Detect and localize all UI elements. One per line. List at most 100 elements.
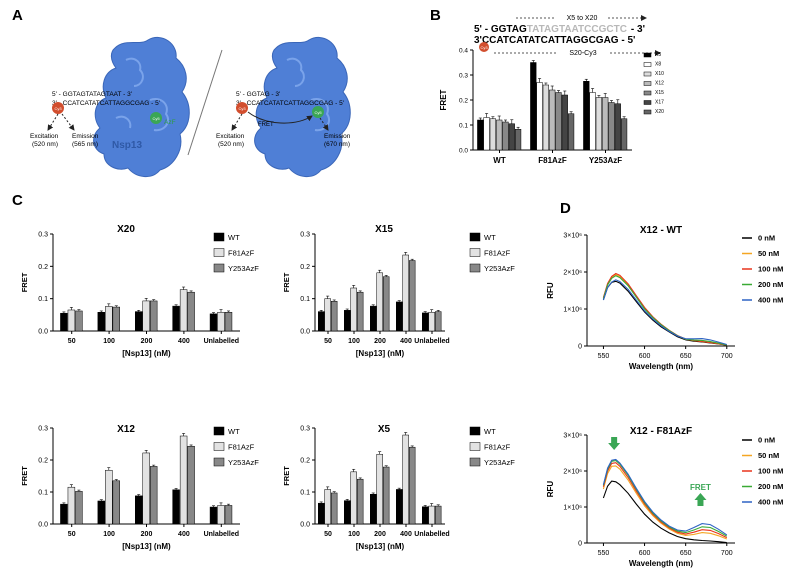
cy3-label-left: Cy3 [54,106,62,111]
y-tick-label: 0.0 [300,522,310,529]
series-line-50-nm [602,465,727,540]
chart-c-x5: X5 0.0 0.1 0.2 0.3 FRET 50 100 200 400 Unlabelled [… [282,424,515,551]
x-tick-label: F81AzF [538,156,567,165]
emission-right-label: Emission [324,133,351,140]
range-label: X5 to X20 [567,15,598,22]
x-tick-label: 650 [680,353,692,360]
series-line-100-nm [602,462,728,539]
legend-swatch-f81azf [213,442,225,451]
legend-label-50-nm: 50 nM [758,451,779,460]
legend-label-f81azf: F81AzF [484,443,511,452]
b-seq-top: 5' - GGTAGTATAGTAATCCGCTC - 3' [474,24,645,35]
legend-label-y253azf: Y253AzF [228,264,259,273]
down-arrow-icon [608,437,621,450]
bar-wt [422,312,429,332]
dna-duplex-left: 5' - GGTAGTATAGTAAT - 3' 3' - CCATCATATC… [52,91,160,107]
y-tick-label: 0.4 [459,48,468,55]
y-tick-label: 0.2 [38,458,48,465]
x-tick-label: Unlabelled [414,338,449,345]
left-seq-top: 5' - GGTAGTATAGTAAT - 3' [52,91,132,98]
bar-wt [422,506,429,525]
x-tick-label: 600 [639,550,651,557]
y-tick-label: 0.0 [459,148,468,155]
bar-wt [172,305,180,332]
x-axis-label: Wavelength (nm) [629,559,693,568]
legend-label-x15: X15 [655,90,664,96]
excitation-right-nm: (520 nm) [218,141,244,148]
legend-swatch-y253azf [469,457,481,467]
x-tick-label: 100 [103,338,115,345]
x-tick-label: 400 [400,338,412,345]
legend-label-0-nm: 0 nM [758,234,775,243]
fret-label: FRET [690,483,711,492]
y-tick-label: 0.2 [38,264,48,271]
y-axis-label: FRET [282,466,291,486]
series-line-400-nm [602,279,727,346]
bar-f81azf [324,489,331,525]
y-tick-label: 0.1 [300,490,310,497]
excitation-left-label: Excitation [30,133,59,140]
legend-label-f81azf: F81AzF [228,249,255,258]
bar-x5 [477,119,484,151]
chart-title: X12 - F81AzF [630,426,692,437]
bar-y253azf [331,492,338,525]
bar-f81azf [428,505,435,525]
bar-f81azf [376,272,383,332]
bar-y253azf [357,291,364,332]
legend-swatch-wt [213,232,225,242]
y-tick-label: 0.0 [300,329,310,336]
legend-swatch-x8 [643,62,652,67]
x-tick-label: 550 [598,550,610,557]
legend-swatch-f81azf [469,442,481,451]
bar-y253azf [383,276,390,332]
bar-y253azf [75,310,83,332]
legend-label-x20: X20 [655,109,664,115]
legend-label-x5: X5 [655,52,661,58]
x-tick-label: 400 [178,338,190,345]
fret-label-a: FRET [258,122,274,128]
excitation-arrow-left [47,113,59,131]
y-tick-label: 3×10⁶ [563,233,582,240]
y-tick-label: 0.0 [38,329,48,336]
y-tick-label: 3×10⁶ [563,433,582,440]
bar-x17 [508,123,515,151]
bar-x8 [483,117,490,151]
emission-right-nm: (670 nm) [324,141,350,148]
bar-f81azf [350,287,357,332]
bar-x5 [530,62,537,151]
x-tick-label: Unlabelled [204,531,239,538]
bar-y253azf [187,291,195,332]
bar-y253azf [150,300,158,332]
cy3-label-b: Cy3 [480,45,488,50]
bar-f81azf [324,298,331,332]
bar-f81azf [105,306,113,332]
bar-f81azf [428,311,435,332]
bar-wt [344,310,351,332]
bar-wt [318,502,325,525]
bar-y253azf [112,480,120,525]
bar-y253azf [409,446,416,525]
panel-c-letter: C [12,192,23,209]
bar-y253azf [331,301,338,332]
x-axis-label: [Nsp13] (nM) [356,542,405,551]
x-tick-label: Unlabelled [204,338,239,345]
series-line-0-nm [602,480,727,544]
x-tick-label: 650 [680,550,692,557]
legend-label-wt: WT [484,233,496,242]
y-tick-label: 0.2 [459,98,468,105]
y-tick-label: 0.3 [300,232,310,239]
bar-f81azf [402,434,409,525]
x-tick-label: 50 [324,531,332,538]
panel-d-letter: D [560,200,571,217]
y-tick-label: 2×10⁶ [563,270,582,277]
x-axis-label: [Nsp13] (nM) [122,349,171,358]
legend-swatch-x15 [643,90,652,96]
bar-wt [135,311,143,332]
legend-swatch-x17 [643,100,652,105]
legend-label-x8: X8 [655,62,661,68]
chart-title: X12 [117,424,135,435]
right-seq-bottom: 3' - CCATCATATCATTAGGCGAG - 5' [236,100,344,107]
bar-x10 [542,84,549,151]
strand-label: S20-Cy3 [569,50,596,57]
legend-label-wt: WT [228,427,240,436]
